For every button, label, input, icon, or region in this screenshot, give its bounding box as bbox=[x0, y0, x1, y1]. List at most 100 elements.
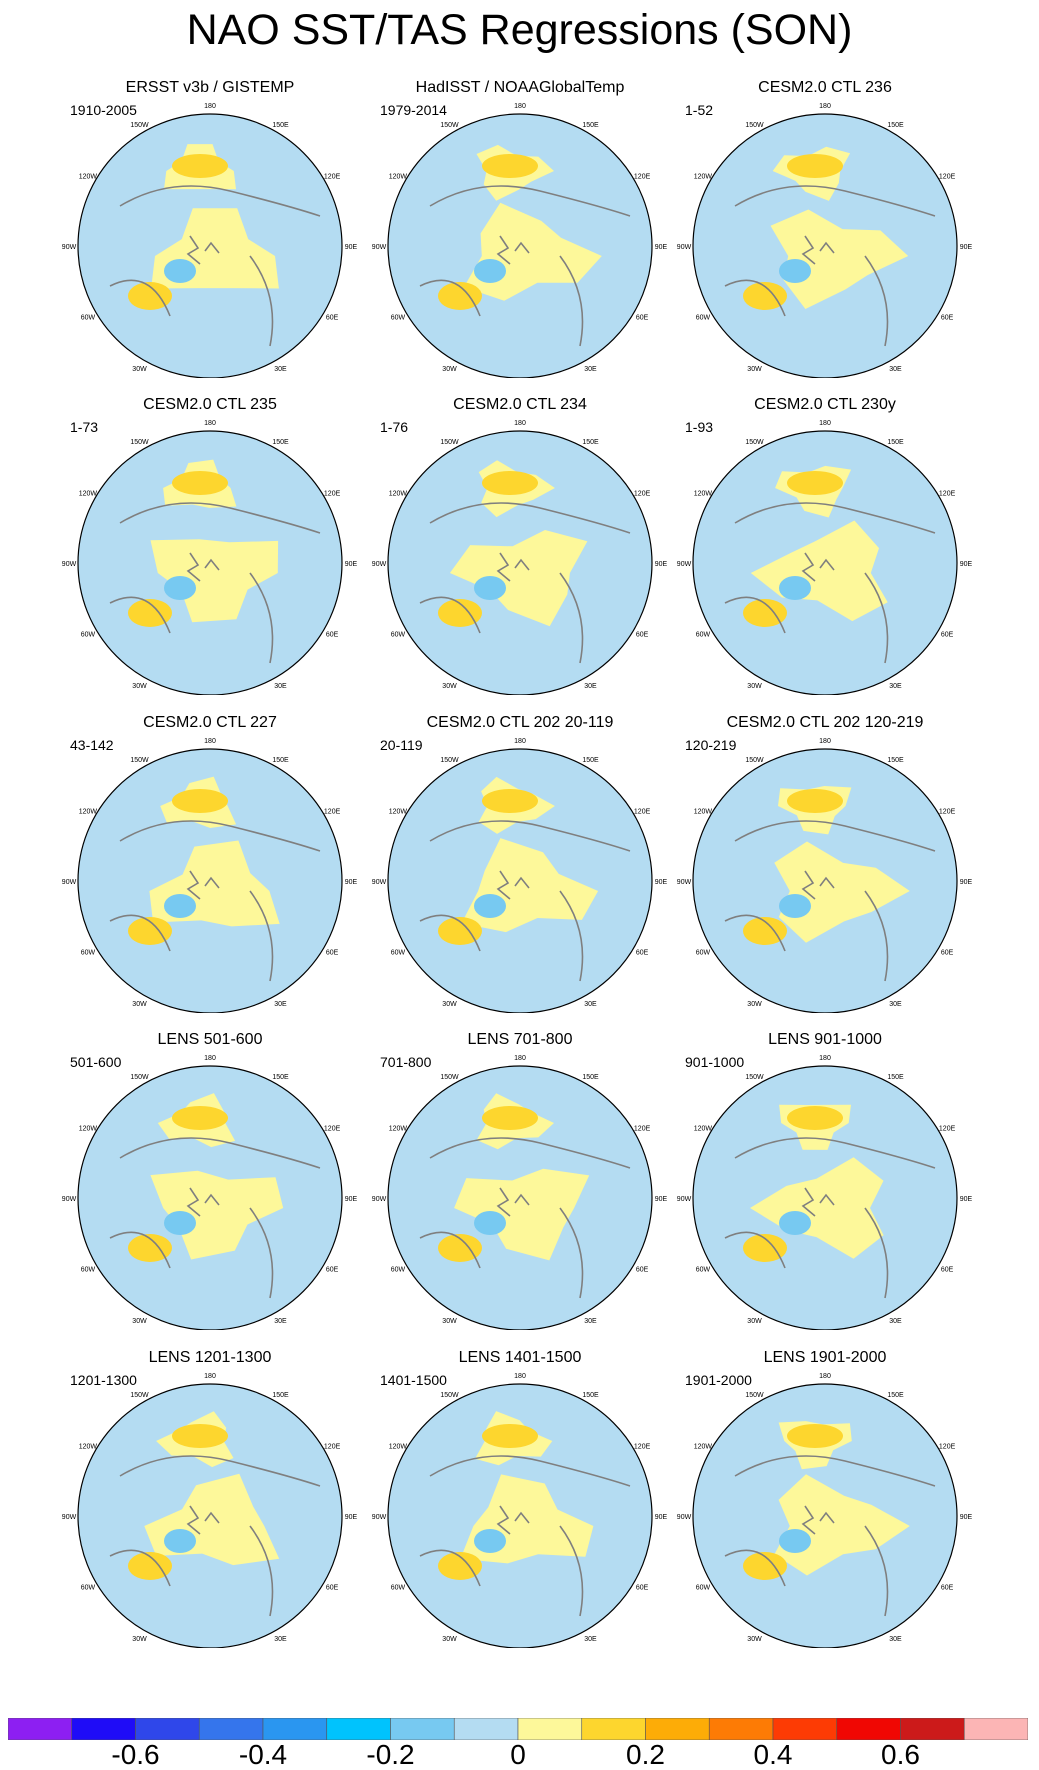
longitude-label: 120E bbox=[939, 491, 956, 498]
panel-period: 1910-2005 bbox=[70, 102, 137, 118]
longitude-label: 30E bbox=[889, 1636, 902, 1643]
longitude-label: 60E bbox=[326, 1585, 339, 1592]
coastline bbox=[109, 185, 321, 347]
positive-region bbox=[774, 841, 910, 943]
longitude-label: 90E bbox=[345, 879, 358, 886]
longitude-label: 60W bbox=[391, 950, 406, 957]
longitude-label: 120W bbox=[694, 174, 713, 181]
warm-anomaly bbox=[172, 789, 228, 813]
panel-title: HadISST / NOAAGlobalTemp bbox=[415, 79, 625, 96]
polar-map: 180150E120E90E60E30E030W60W90W120W150W bbox=[62, 738, 358, 1013]
panel-title: LENS 701-800 bbox=[467, 1031, 573, 1048]
colorbar-swatch bbox=[8, 1718, 73, 1740]
positive-region bbox=[150, 1170, 284, 1260]
longitude-label: 180 bbox=[514, 1373, 526, 1380]
panel-title: LENS 501-600 bbox=[157, 1031, 263, 1048]
map-panel: 180150E120E90E60E30E030W60W90W120W150WCE… bbox=[370, 713, 670, 1013]
map-panel: 180150E120E90E60E30E030W60W90W120W150WCE… bbox=[60, 713, 360, 1013]
longitude-label: 60E bbox=[326, 632, 339, 639]
longitude-label: 90E bbox=[655, 879, 668, 886]
warm-anomaly bbox=[482, 1106, 538, 1130]
longitude-label: 60E bbox=[941, 315, 954, 322]
cool-anomaly bbox=[164, 1529, 196, 1553]
panel-period: 1901-2000 bbox=[685, 1372, 752, 1388]
colorbar-swatch bbox=[198, 1718, 264, 1740]
longitude-label: 150E bbox=[887, 1074, 904, 1081]
longitude-label: 150E bbox=[582, 122, 599, 129]
map-border bbox=[387, 1383, 653, 1648]
warm-anomaly bbox=[438, 917, 482, 945]
longitude-label: 60E bbox=[636, 632, 649, 639]
longitude-label: 60W bbox=[696, 632, 711, 639]
positive-region bbox=[150, 539, 279, 623]
longitude-label: 90W bbox=[372, 561, 387, 568]
longitude-label: 90E bbox=[655, 1196, 668, 1203]
longitude-label: 180 bbox=[204, 738, 216, 745]
longitude-label: 120E bbox=[634, 809, 651, 816]
longitude-label: 150W bbox=[440, 1074, 459, 1081]
warm-anomaly bbox=[482, 154, 538, 178]
map-border bbox=[77, 1065, 343, 1330]
longitude-label: 120E bbox=[939, 1444, 956, 1451]
longitude-label: 30E bbox=[584, 1318, 597, 1325]
longitude-label: 30E bbox=[889, 683, 902, 690]
cool-anomaly bbox=[779, 1211, 811, 1235]
longitude-label: 150W bbox=[745, 1074, 764, 1081]
coastline bbox=[724, 820, 936, 982]
longitude-label: 180 bbox=[514, 738, 526, 745]
warm-anomaly bbox=[128, 282, 172, 310]
longitude-label: 150W bbox=[130, 1074, 149, 1081]
longitude-label: 30E bbox=[274, 366, 287, 373]
longitude-label: 90E bbox=[345, 1196, 358, 1203]
longitude-label: 120W bbox=[694, 1126, 713, 1133]
longitude-label: 60W bbox=[391, 1585, 406, 1592]
panel-title: LENS 901-1000 bbox=[768, 1031, 882, 1048]
longitude-label: 150E bbox=[272, 439, 289, 446]
map-panel: 180150E120E90E60E30E030W60W90W120W150WCE… bbox=[675, 395, 975, 695]
coastline bbox=[724, 1137, 936, 1299]
longitude-label: 90W bbox=[677, 1196, 692, 1203]
longitude-label: 150W bbox=[440, 757, 459, 764]
colorbar-swatch bbox=[71, 1718, 136, 1740]
longitude-label: 180 bbox=[514, 1055, 526, 1062]
map-panel: 180150E120E90E60E30E030W60W90W120W150WLE… bbox=[60, 1030, 360, 1330]
warm-anomaly bbox=[743, 599, 787, 627]
longitude-label: 180 bbox=[819, 1055, 831, 1062]
longitude-label: 30W bbox=[132, 1001, 147, 1008]
colorbar-swatch bbox=[390, 1718, 455, 1740]
longitude-label: 150E bbox=[582, 439, 599, 446]
longitude-label: 30W bbox=[442, 1636, 457, 1643]
warm-anomaly bbox=[482, 471, 538, 495]
map-panel: 180150E120E90E60E30E030W60W90W120W150WLE… bbox=[675, 1030, 975, 1330]
polar-map: 180150E120E90E60E30E030W60W90W120W150W bbox=[677, 420, 973, 695]
warm-anomaly bbox=[438, 1234, 482, 1262]
longitude-label: 60E bbox=[941, 632, 954, 639]
map-border bbox=[77, 113, 343, 378]
longitude-label: 150W bbox=[745, 439, 764, 446]
warm-anomaly bbox=[172, 1424, 228, 1448]
warm-anomaly bbox=[787, 154, 843, 178]
coastline bbox=[109, 502, 321, 664]
longitude-label: 150W bbox=[440, 1392, 459, 1399]
longitude-label: 120W bbox=[79, 1444, 98, 1451]
longitude-label: 60W bbox=[391, 632, 406, 639]
colorbar-swatch bbox=[262, 1718, 328, 1740]
longitude-label: 180 bbox=[819, 1373, 831, 1380]
panel-period: 20-119 bbox=[380, 737, 423, 753]
longitude-label: 30W bbox=[747, 1318, 762, 1325]
longitude-label: 90W bbox=[62, 879, 77, 886]
longitude-label: 150E bbox=[887, 757, 904, 764]
longitude-label: 60W bbox=[81, 1585, 96, 1592]
longitude-label: 60E bbox=[636, 1585, 649, 1592]
longitude-label: 60W bbox=[81, 632, 96, 639]
longitude-label: 120W bbox=[694, 1444, 713, 1451]
longitude-label: 30E bbox=[584, 1001, 597, 1008]
longitude-label: 60W bbox=[81, 1267, 96, 1274]
longitude-label: 60W bbox=[696, 1585, 711, 1592]
map-border bbox=[692, 430, 958, 695]
longitude-label: 120W bbox=[389, 809, 408, 816]
polar-map: 180150E120E90E60E30E030W60W90W120W150W bbox=[677, 1055, 973, 1330]
longitude-label: 90W bbox=[372, 1196, 387, 1203]
cool-anomaly bbox=[779, 259, 811, 283]
longitude-label: 120E bbox=[634, 491, 651, 498]
